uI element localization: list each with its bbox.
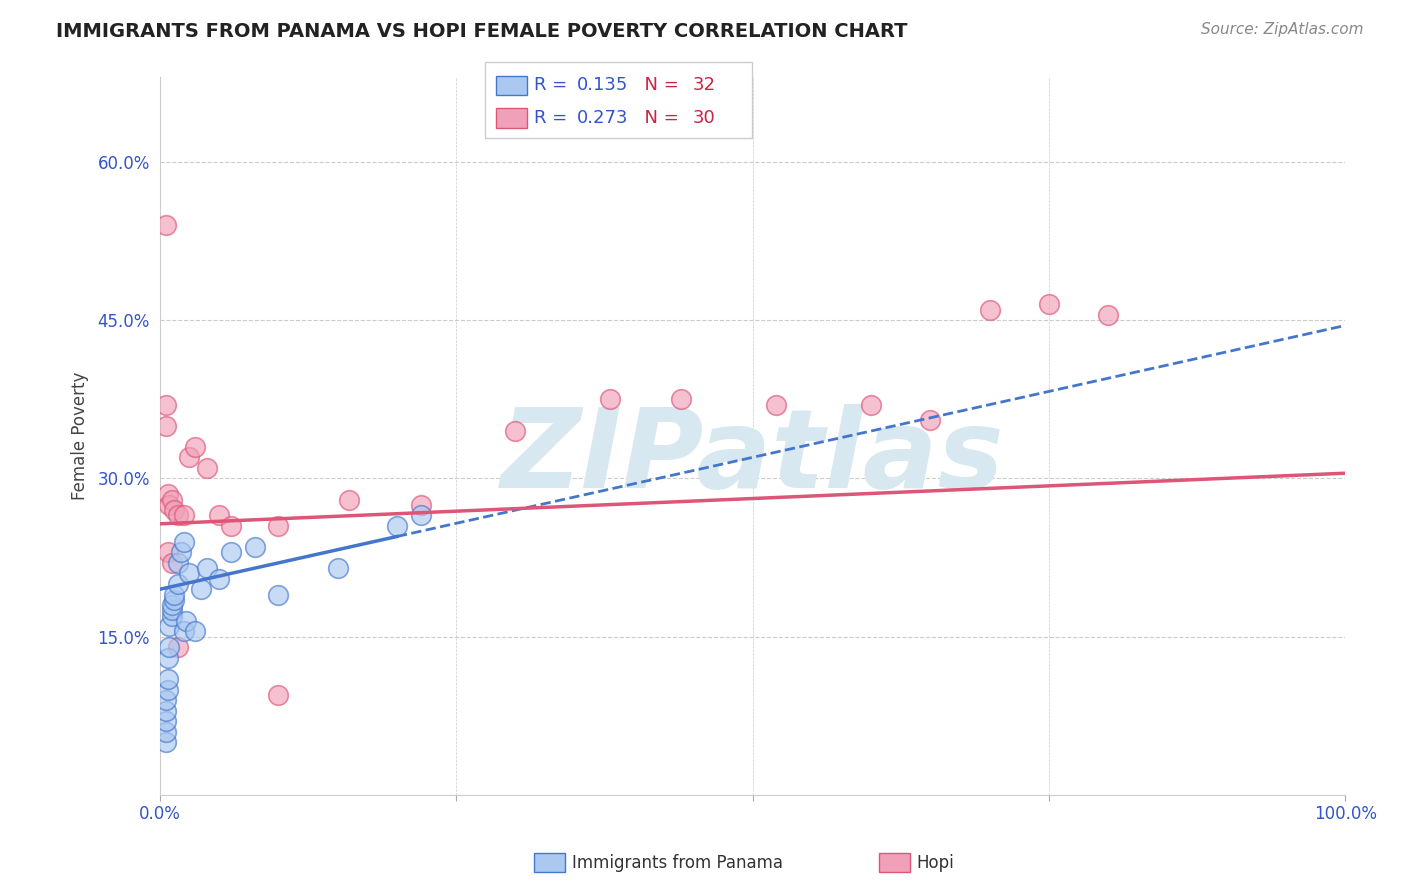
Point [339,492,361,507]
Point [671,392,693,407]
Text: ZIPatlas: ZIPatlas [501,404,1004,511]
Point [219,519,242,533]
Point [505,424,527,438]
Point [166,508,188,523]
Point [409,508,432,523]
Text: Immigrants from Panama: Immigrants from Panama [572,854,783,871]
Point [1038,297,1060,311]
Text: R =: R = [534,109,574,127]
Point [157,651,180,665]
Point [163,503,186,517]
Point [326,561,349,575]
Point [195,561,218,575]
Point [160,598,183,612]
Point [195,461,218,475]
Point [599,392,621,407]
Point [160,603,183,617]
Text: 30: 30 [693,109,716,127]
Point [765,398,787,412]
Point [243,540,266,554]
Point [166,577,188,591]
Point [208,508,231,523]
Point [166,640,188,655]
Point [160,556,183,570]
Point [267,688,290,702]
Text: R =: R = [534,76,574,94]
Point [155,735,177,749]
Point [267,588,290,602]
Point [1097,308,1119,322]
Point [190,582,212,597]
Point [157,640,180,655]
Point [179,450,201,465]
Point [163,592,186,607]
Point [163,588,186,602]
Point [155,418,177,433]
Point [385,519,408,533]
Point [166,556,188,570]
Point [157,498,180,512]
Point [173,508,195,523]
Text: 0.273: 0.273 [576,109,628,127]
Point [157,682,180,697]
Point [409,498,432,512]
Point [174,614,197,628]
Y-axis label: Female Poverty: Female Poverty [72,372,89,500]
Point [155,218,177,232]
Text: Source: ZipAtlas.com: Source: ZipAtlas.com [1201,22,1364,37]
Point [155,724,177,739]
Point [179,566,201,581]
Point [860,398,883,412]
Point [170,545,193,559]
Point [157,487,180,501]
Point [160,608,183,623]
Point [208,572,231,586]
Point [184,624,207,639]
Point [155,704,177,718]
Point [157,545,180,559]
Point [155,693,177,707]
Point [219,545,242,559]
Point [173,534,195,549]
Point [157,619,180,633]
Point [157,672,180,686]
Text: 32: 32 [693,76,716,94]
Point [979,302,1001,317]
Point [160,492,183,507]
Point [173,624,195,639]
Point [155,714,177,729]
Point [920,413,942,427]
Point [184,440,207,454]
Text: IMMIGRANTS FROM PANAMA VS HOPI FEMALE POVERTY CORRELATION CHART: IMMIGRANTS FROM PANAMA VS HOPI FEMALE PO… [56,22,908,41]
Text: N =: N = [633,109,685,127]
Text: N =: N = [633,76,685,94]
Point [267,519,290,533]
Text: Hopi: Hopi [917,854,955,871]
Point [155,398,177,412]
Text: 0.135: 0.135 [576,76,628,94]
